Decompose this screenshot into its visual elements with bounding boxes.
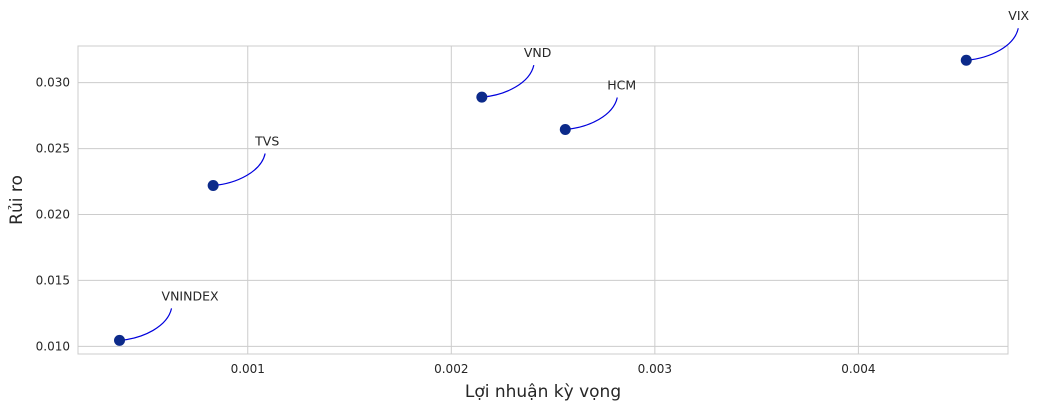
label-connector bbox=[213, 153, 266, 187]
point-label: TVS bbox=[254, 133, 279, 148]
y-tick-label: 0.025 bbox=[36, 142, 70, 156]
point-label: HCM bbox=[607, 77, 636, 92]
data-point bbox=[960, 54, 972, 66]
x-axis-label: Lợi nhuận kỳ vọng bbox=[465, 382, 621, 402]
x-tick-label: 0.004 bbox=[841, 362, 875, 376]
y-tick-label: 0.010 bbox=[36, 339, 70, 353]
y-axis-label: Rủi ro bbox=[7, 175, 27, 225]
x-axis: 0.001 0.002 0.003 0.004 bbox=[231, 362, 876, 376]
data-point bbox=[476, 91, 488, 103]
point-label: VND bbox=[524, 45, 552, 60]
connectors bbox=[119, 28, 1019, 342]
data-point bbox=[114, 334, 126, 346]
label-connector bbox=[565, 97, 618, 131]
x-tick-label: 0.003 bbox=[638, 362, 672, 376]
label-connector bbox=[119, 308, 173, 342]
point-label: VIX bbox=[1008, 8, 1029, 23]
y-tick-label: 0.015 bbox=[36, 273, 70, 287]
point-label: VNINDEX bbox=[162, 288, 219, 303]
x-tick-label: 0.001 bbox=[231, 362, 265, 376]
x-tick-label: 0.002 bbox=[434, 362, 468, 376]
label-connector bbox=[966, 28, 1019, 61]
y-tick-label: 0.020 bbox=[36, 208, 70, 222]
grid bbox=[78, 46, 1008, 354]
data-point bbox=[559, 123, 571, 135]
point-labels: VNINDEX TVS VND HCM VIX bbox=[162, 8, 1030, 303]
data-point bbox=[207, 179, 219, 191]
label-connector bbox=[481, 65, 535, 98]
y-axis: 0.010 0.015 0.020 0.025 0.030 bbox=[36, 76, 70, 354]
data-points bbox=[114, 54, 972, 346]
y-tick-label: 0.030 bbox=[36, 76, 70, 90]
plot-frame bbox=[77, 45, 1009, 355]
